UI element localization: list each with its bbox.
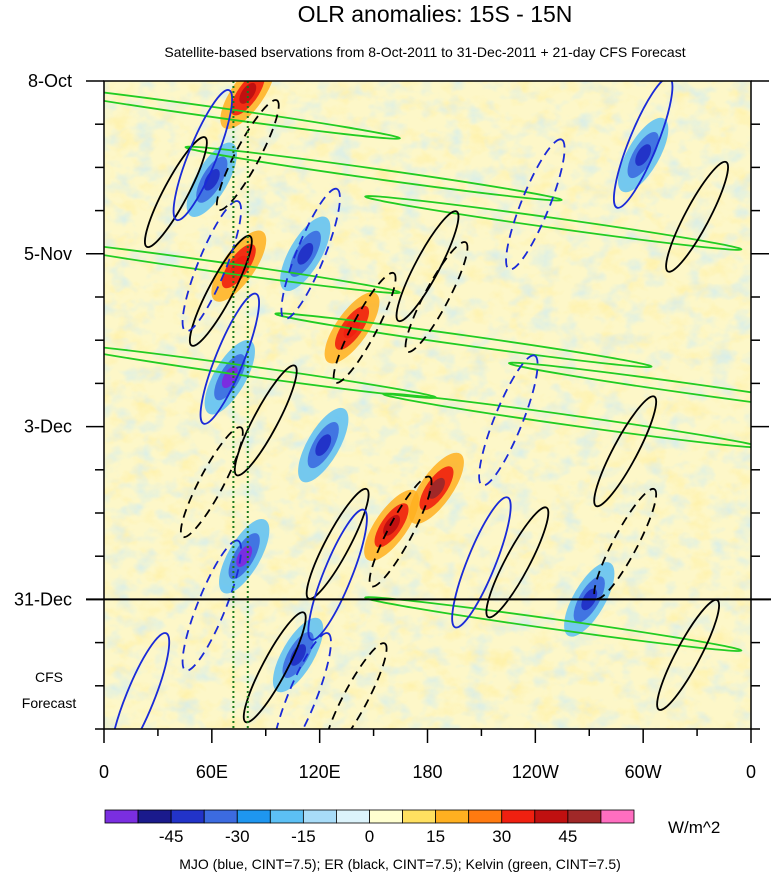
y-axis: 8-Oct 5-Nov 3-Dec 31-Dec (14, 71, 769, 730)
x-tick-label: 0 (746, 762, 756, 782)
mjo-contour-4 (613, 81, 674, 209)
colorbar-tick-label: 45 (558, 827, 577, 846)
anomaly-core (239, 82, 257, 104)
kelvin-contour-0 (104, 84, 401, 140)
colorbar-tick-label: 0 (365, 827, 374, 846)
mjo-contour-1 (199, 292, 260, 425)
er-contour-14 (593, 487, 658, 600)
kelvin-contour-8 (364, 596, 743, 652)
forecast-label-line2: Forecast (22, 695, 77, 711)
colorbar-cell (468, 809, 503, 824)
er-contour-1 (188, 234, 253, 347)
anomaly-core (297, 242, 314, 265)
colorbar-cell (236, 809, 271, 824)
colorbar: -45 -30 -15 0 15 30 45 (104, 809, 635, 846)
er-contour-9 (242, 611, 307, 724)
mjo-contour-2 (307, 508, 368, 641)
colorbar-cell (501, 809, 536, 824)
colorbar-cell (104, 809, 139, 824)
er-contour-7 (665, 160, 729, 273)
er-contour-13 (368, 475, 433, 588)
x-axis: 0 60E 120E 180 120W 60W 0 (99, 729, 756, 782)
x-tick-label: 120W (512, 762, 559, 782)
colorbar-cell (269, 809, 304, 824)
mjo-contour-7 (181, 539, 242, 672)
kelvin-contour-1 (184, 145, 563, 202)
x-tick-label: 60E (196, 762, 228, 782)
anomaly-low-4 (298, 407, 349, 483)
anomaly-low-0 (186, 142, 237, 217)
anomaly-high-11 (211, 230, 267, 302)
colorbar-cell (137, 809, 172, 824)
colorbar-tick-label: 15 (426, 827, 445, 846)
chart-subtitle: Satellite-based bservations from 8-Oct-2… (164, 44, 685, 60)
anomaly-low-7 (618, 117, 669, 193)
x-tick-label: 180 (412, 762, 442, 782)
er-contour-2 (233, 364, 298, 477)
anomaly-core (428, 477, 445, 499)
colorbar-tick-label: 30 (492, 827, 511, 846)
er-contour-10 (215, 99, 280, 211)
wave-contours (104, 81, 751, 729)
colorbar-cell (203, 809, 238, 824)
kelvin-contour-6 (382, 392, 751, 449)
er-contour-11 (332, 271, 397, 384)
y-tick-label: 31-Dec (14, 589, 72, 609)
mjo-contour-5 (109, 632, 171, 729)
kelvin-contour-7 (508, 361, 751, 418)
x-tick-label: 60W (625, 762, 662, 782)
anomaly-core (203, 168, 220, 191)
anomaly-core (230, 255, 248, 277)
colorbar-cell (302, 809, 337, 824)
colorbar-cell (435, 809, 470, 824)
anomaly-core (635, 144, 652, 166)
er-contour-16 (323, 642, 388, 729)
er-contour-15 (404, 241, 469, 353)
er-contour-12 (179, 426, 244, 539)
colorbar-cell (170, 809, 205, 824)
colorbar-cell (336, 809, 370, 824)
x-tick-label: 0 (99, 762, 109, 782)
chart-title: OLR anomalies: 15S - 15N (298, 1, 573, 27)
colorbar-units: W/m^2 (668, 818, 720, 837)
x-tick-label: 120E (299, 762, 341, 782)
mjo-contour-11 (478, 354, 539, 487)
contour-legend-text: MJO (blue, CINT=7.5); ER (black, CINT=7.… (179, 856, 621, 872)
mjo-contour-6 (181, 200, 242, 333)
colorbar-tick-label: -15 (291, 827, 316, 846)
er-contour-5 (485, 506, 550, 619)
kelvin-contour-3 (104, 238, 401, 294)
colorbar-cell (534, 809, 569, 824)
kelvin-contour-2 (364, 195, 743, 251)
plot-area (104, 81, 751, 729)
mjo-contour-8 (280, 187, 341, 320)
colorbar-cell (402, 809, 437, 824)
anomaly-core (315, 434, 332, 456)
anomaly-high-9 (364, 489, 419, 561)
anomaly-core (290, 644, 307, 666)
anomaly-core (383, 514, 401, 536)
colorbar-tick-label: -30 (225, 827, 250, 846)
forecast-label-line1: CFS (35, 669, 63, 685)
kelvin-contour-4 (274, 312, 653, 369)
mjo-contour-3 (451, 496, 512, 629)
mjo-contour-10 (271, 632, 332, 729)
y-tick-label: 8-Oct (28, 71, 72, 91)
y-tick-label: 3-Dec (24, 417, 72, 437)
y-tick-label: 5-Nov (24, 244, 72, 264)
er-contour-0 (144, 136, 208, 249)
mjo-contour-0 (172, 89, 234, 222)
colorbar-tick-label: -45 (159, 827, 184, 846)
mjo-contour-9 (505, 138, 566, 271)
colorbar-cell (600, 809, 635, 824)
colorbar-cell (369, 809, 403, 824)
colorbar-cell (567, 809, 602, 824)
er-contour-6 (593, 395, 658, 508)
reference-lines (232, 81, 249, 729)
